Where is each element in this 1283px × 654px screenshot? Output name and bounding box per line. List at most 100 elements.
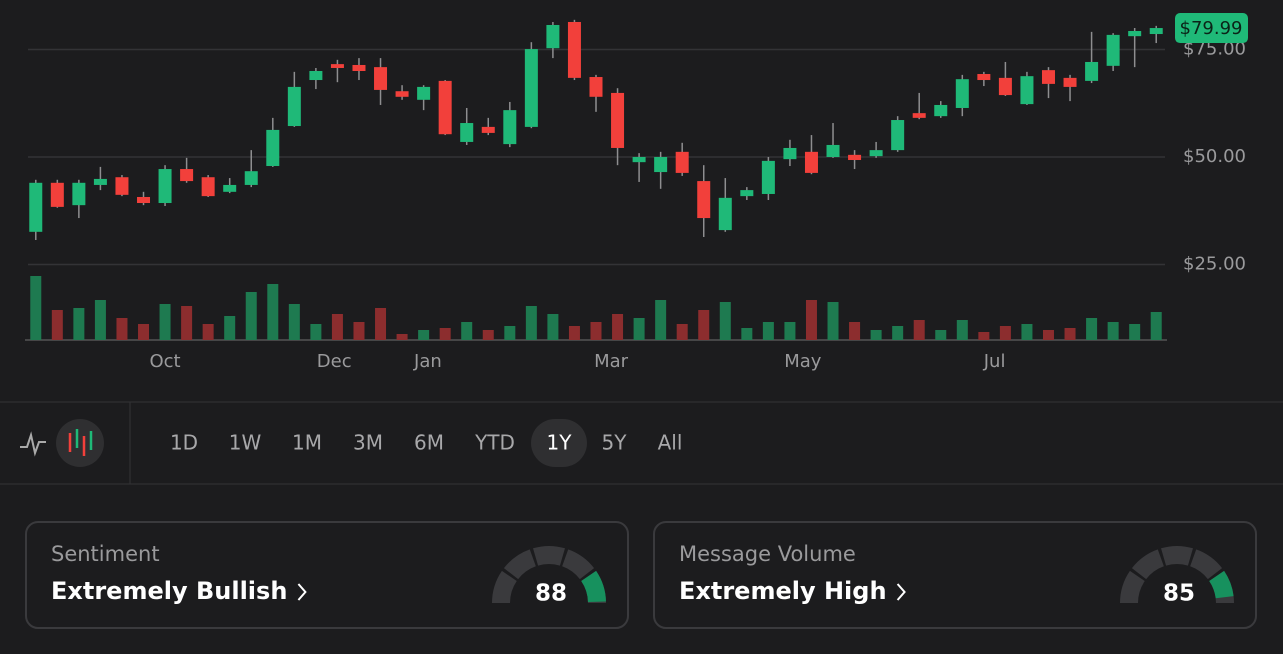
volume-bar (935, 330, 947, 340)
volume-bar (30, 276, 42, 340)
line-chart-icon[interactable] (20, 431, 46, 457)
candle-body (977, 74, 991, 81)
volume-bar (1150, 312, 1162, 340)
gauge-segment (1120, 570, 1145, 603)
volume-bar (547, 314, 559, 340)
candle-body (697, 181, 711, 219)
volume-bar (1021, 324, 1033, 340)
volume-bar (396, 334, 408, 340)
gauge-fill (1209, 570, 1234, 599)
candle-body (266, 129, 280, 167)
x-tick-label: Oct (149, 351, 180, 372)
volume-bar (913, 320, 925, 340)
candle-body (589, 77, 603, 97)
candle-body (632, 157, 646, 163)
gauge-score: 88 (535, 581, 567, 607)
timeframe-button[interactable]: 3M (353, 431, 383, 455)
volume-bar (310, 324, 322, 340)
volume-bar (590, 322, 602, 340)
candle-body (955, 79, 969, 108)
volume-bar (73, 308, 85, 340)
candle-chart-icon[interactable] (56, 419, 104, 467)
candle-body (352, 64, 366, 71)
candle-body (1128, 31, 1142, 37)
timeframe-button[interactable]: 1W (229, 431, 262, 455)
gauge-segment (562, 549, 595, 580)
candle-body (223, 184, 237, 192)
volume-bar (698, 310, 710, 340)
timeframe-button[interactable]: 5Y (602, 431, 628, 455)
volume-bar (353, 322, 365, 340)
candle-body (848, 154, 862, 161)
candle-body (115, 177, 129, 195)
candle-body (654, 157, 668, 173)
volume-bar (202, 324, 214, 340)
volume-bar (288, 304, 300, 340)
icon-bg (56, 419, 104, 467)
timeframe-button[interactable]: 1Y (547, 431, 573, 455)
candle-body (804, 151, 818, 173)
candle-body (783, 147, 797, 160)
candle-body (417, 86, 431, 100)
candle-body (1149, 28, 1163, 35)
timeframe-button[interactable]: 1D (170, 431, 198, 455)
volume-bar (999, 326, 1011, 340)
candle-body (50, 182, 64, 207)
candle-body (158, 169, 172, 204)
timeframe-button[interactable]: All (658, 431, 683, 455)
candle-body (201, 177, 215, 197)
volume-bar (482, 330, 494, 340)
y-tick-label: $75.00 (1183, 39, 1246, 60)
volume-bar (1086, 318, 1098, 340)
volume-bar (762, 322, 774, 340)
candle-body (567, 21, 581, 78)
card[interactable] (25, 521, 629, 629)
last-price-label: $79.99 (1180, 18, 1243, 39)
card-label: Sentiment (51, 542, 160, 566)
timeframe-button[interactable]: 1M (292, 431, 322, 455)
candle-body (718, 197, 732, 231)
candle-body (1020, 76, 1034, 105)
candle-body (137, 196, 151, 204)
candle-body (1041, 70, 1055, 84)
volume-bar (267, 284, 279, 340)
timeframe-button[interactable]: YTD (474, 431, 515, 455)
volume-bar (461, 322, 473, 340)
candle-body (761, 160, 775, 194)
candle-body (1106, 34, 1120, 66)
gauge-segment (533, 546, 565, 566)
card[interactable] (653, 521, 1257, 629)
volume-bar (676, 324, 688, 340)
candle-body (309, 71, 323, 81)
volume-bar (978, 332, 990, 340)
candle-body (438, 80, 452, 135)
candle-body (675, 151, 689, 173)
volume-bar (655, 300, 667, 340)
gauge-segment (1161, 546, 1193, 566)
x-tick-label: Jan (413, 351, 442, 372)
volume-bar (525, 306, 537, 340)
timeframe-button[interactable]: 6M (414, 431, 444, 455)
candle-body (93, 178, 107, 185)
gauge-segment (503, 549, 536, 580)
x-tick-label: May (784, 351, 822, 372)
candle-body (740, 190, 754, 197)
x-tick-label: Dec (317, 351, 352, 372)
candle-body (826, 144, 840, 157)
card-title[interactable]: Extremely High (679, 577, 887, 605)
volume-bar (94, 300, 106, 340)
volume-bar (331, 314, 343, 340)
candle-body (611, 92, 625, 148)
candle-body (72, 182, 86, 206)
candle-body (481, 126, 495, 133)
volume-bar (504, 326, 516, 340)
card-title[interactable]: Extremely Bullish (51, 577, 287, 605)
candle-body (524, 49, 538, 127)
gauge-segment (1190, 549, 1223, 580)
candle-body (244, 171, 258, 185)
chevron (896, 583, 906, 601)
last-price-tag (1175, 13, 1248, 44)
selected-pill[interactable] (531, 419, 587, 467)
volume-bar (159, 304, 171, 340)
